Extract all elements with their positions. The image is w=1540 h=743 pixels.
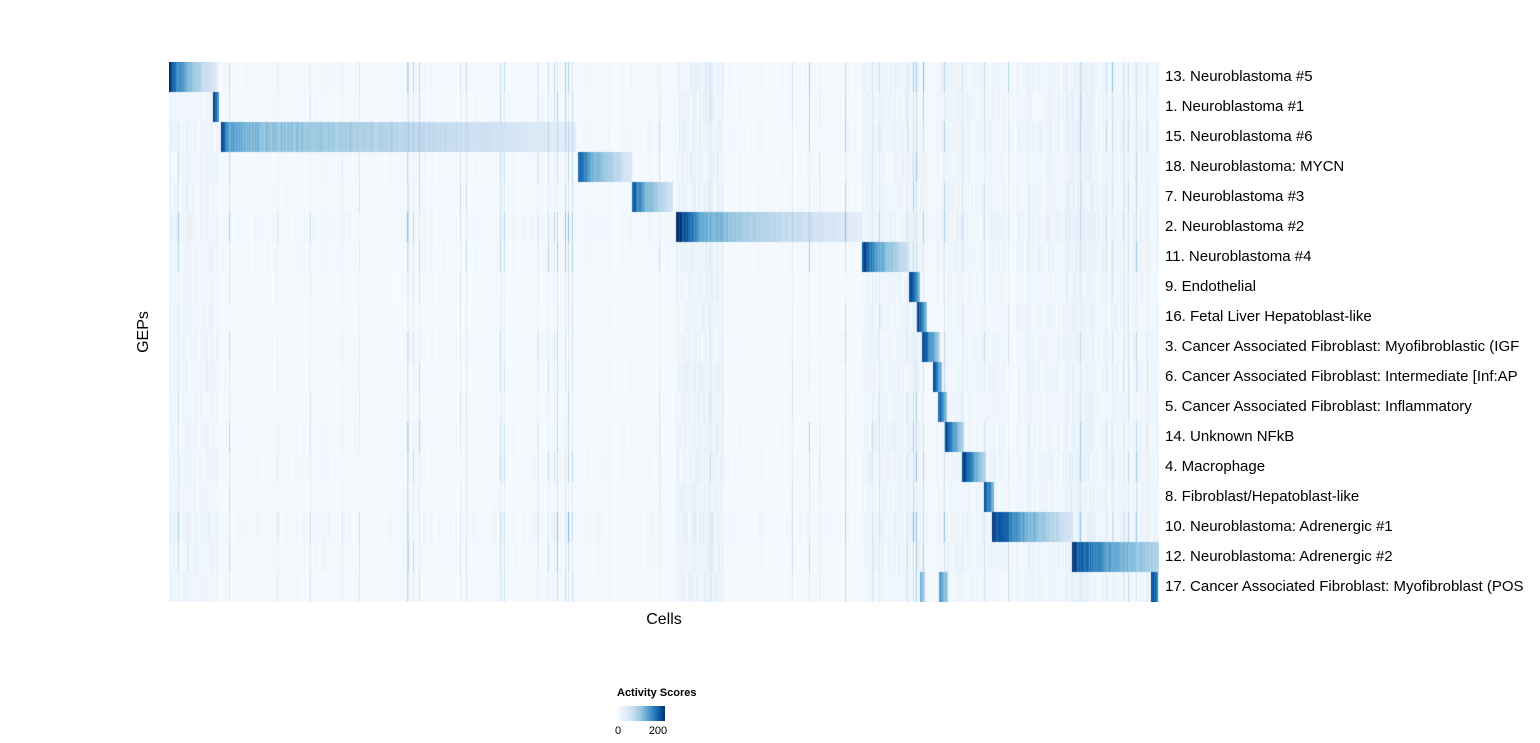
row-label: 10. Neuroblastoma: Adrenergic #1 bbox=[1165, 518, 1393, 535]
row-label: 3. Cancer Associated Fibroblast: Myofibr… bbox=[1165, 338, 1520, 355]
y-axis-label: GEPs bbox=[135, 311, 153, 353]
row-label: 15. Neuroblastoma #6 bbox=[1165, 128, 1313, 145]
legend-tick-max: 200 bbox=[648, 725, 668, 737]
y-axis-label-wrap: GEPs bbox=[130, 62, 158, 602]
x-axis-label: Cells bbox=[646, 611, 682, 628]
legend-tick-min: 0 bbox=[614, 725, 622, 737]
legend: Activity Scores 0 200 bbox=[615, 687, 737, 737]
row-label: 7. Neuroblastoma #3 bbox=[1165, 188, 1305, 205]
heatmap-canvas bbox=[169, 62, 1159, 602]
row-labels: 13. Neuroblastoma #5 1. Neuroblastoma #1 1… bbox=[1165, 62, 1540, 602]
row-label: 13. Neuroblastoma #5 bbox=[1165, 68, 1313, 85]
legend-title: Activity Scores bbox=[617, 687, 697, 699]
row-label: 14. Unknown NFkB bbox=[1165, 428, 1295, 445]
row-label: 12. Neuroblastoma: Adrenergic #2 bbox=[1165, 548, 1393, 565]
row-label: 1. Neuroblastoma #1 bbox=[1165, 98, 1305, 115]
legend-colorbar bbox=[617, 706, 665, 721]
row-label: 16. Fetal Liver Hepatoblast-like bbox=[1165, 308, 1372, 325]
row-label: 18. Neuroblastoma: MYCN bbox=[1165, 158, 1345, 175]
row-label: 4. Macrophage bbox=[1165, 458, 1266, 475]
row-label: 17. Cancer Associated Fibroblast: Myofib… bbox=[1165, 578, 1524, 595]
row-label: 11. Neuroblastoma #4 bbox=[1165, 248, 1312, 265]
row-label: 9. Endothelial bbox=[1165, 278, 1256, 295]
row-label: 2. Neuroblastoma #2 bbox=[1165, 218, 1305, 235]
row-label: 8. Fibroblast/Hepatoblast-like bbox=[1165, 488, 1360, 505]
row-label: 5. Cancer Associated Fibroblast: Inflamm… bbox=[1165, 398, 1472, 415]
row-label: 6. Cancer Associated Fibroblast: Interme… bbox=[1165, 368, 1518, 385]
